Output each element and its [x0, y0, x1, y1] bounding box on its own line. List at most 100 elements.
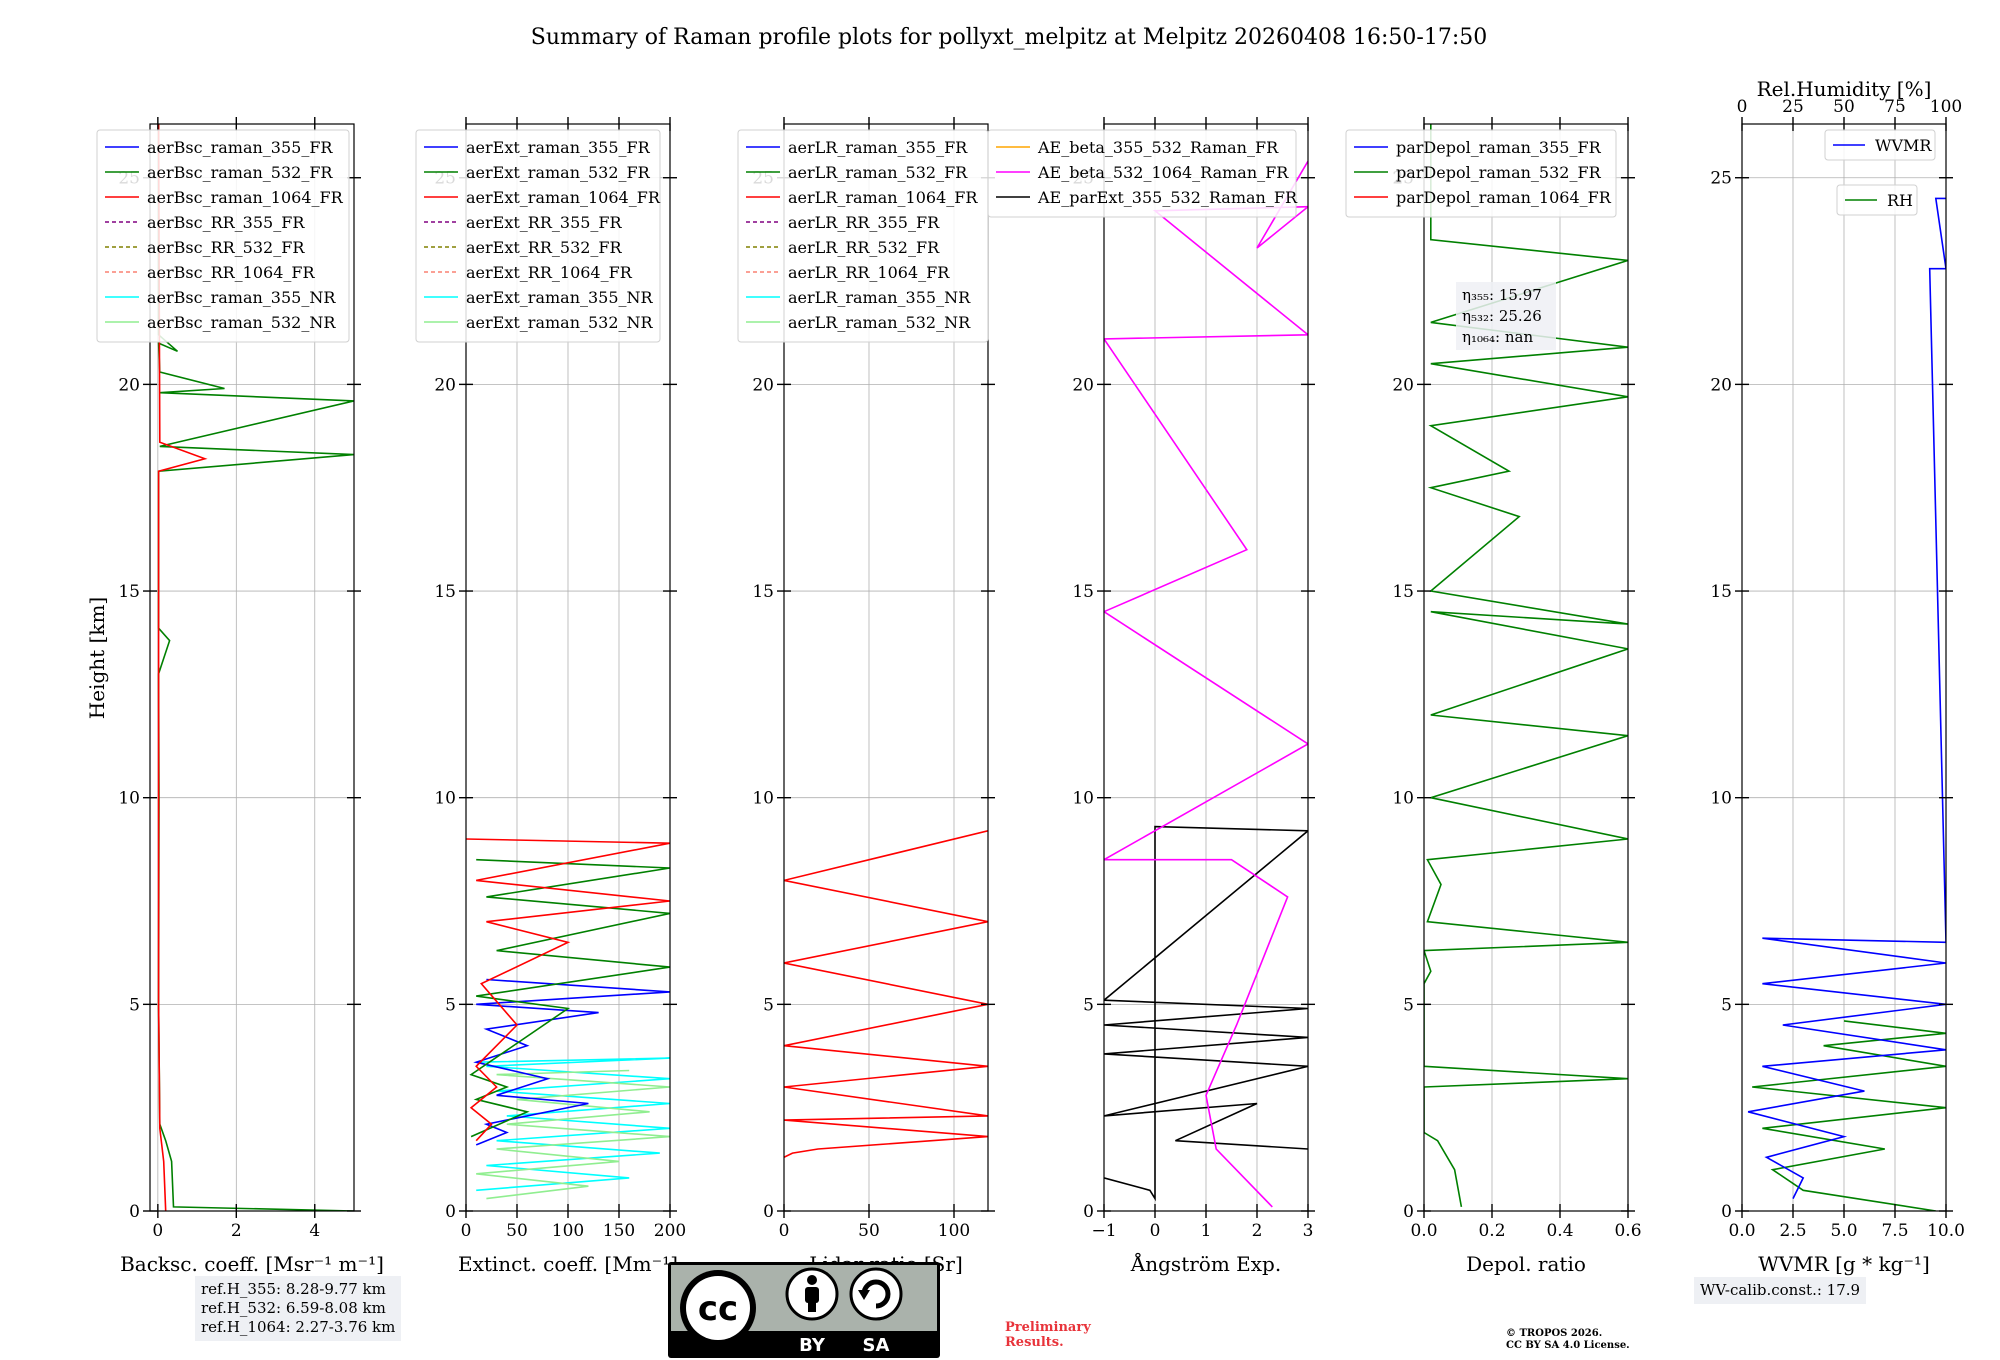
series-group: [1747, 197, 1946, 1211]
sa-label: SA: [863, 1335, 890, 1356]
plot-frame: [149, 123, 355, 1212]
panel-ext: 0510152025050100150200Extinct. coeff. [M…: [415, 117, 686, 1276]
legend-label-aerBsc_raman_532_NR: aerBsc_raman_532_NR: [147, 313, 336, 332]
x-axis-label: Depol. ratio: [1466, 1252, 1586, 1276]
x-tick-label: 0.2: [1478, 1221, 1505, 1241]
x-axis-label: Extinct. coeff. [Mm⁻¹]: [458, 1252, 678, 1276]
eta-annotation: η₅₃₂: 25.26: [1462, 307, 1542, 325]
legend-box: [96, 129, 350, 343]
x-tick-label: 50: [506, 1221, 528, 1241]
y-tick-label: 20: [752, 375, 774, 395]
y-tick-label: 20: [1710, 375, 1732, 395]
legend-box: [987, 129, 1297, 218]
by-label: BY: [799, 1335, 826, 1356]
x-tick-label: 10.0: [1927, 1221, 1965, 1241]
wv-calibration-constant: WV-calib.const.: 17.9: [1700, 1281, 1861, 1299]
legend-label-aerLR_RR_355_FR: aerLR_RR_355_FR: [788, 213, 940, 232]
panel-wv: 0 5 10 15 20 25 0.0 2.5 5.0 7.5 10.0 WVMR [g * kg⁻¹…: [1710, 77, 1965, 1276]
x-tick-label: 100: [552, 1221, 584, 1241]
legend-label-AE_beta_355_532_Raman_FR: AE_beta_355_532_Raman_FR: [1037, 138, 1279, 157]
y-tick-label: 10: [1072, 789, 1094, 809]
legend-label-aerLR_RR_532_FR: aerLR_RR_532_FR: [788, 238, 940, 257]
ref-height-355: ref.H_355: 8.28-9.77 km: [201, 1280, 386, 1298]
legend-label-aerBsc_raman_355_FR: aerBsc_raman_355_FR: [147, 138, 333, 157]
series-line-parDepol_raman_532_FR: [1424, 124, 1628, 1208]
x-axis-label: Ångström Exp.: [1130, 1251, 1281, 1276]
by-person-icon: [785, 1267, 839, 1321]
preliminary-results-note: Preliminary Results.: [1005, 1320, 1091, 1350]
sa-share-alike-icon: [849, 1267, 903, 1321]
x-tick-label: 50: [858, 1221, 880, 1241]
x-axis-label: WVMR [g * kg⁻¹]: [1758, 1252, 1930, 1276]
series-line-aerBsc_raman_1064_FR: [157, 124, 208, 1211]
x-tick-label: 1: [1201, 1221, 1212, 1241]
legend-label-AE_parExt_355_532_Raman_FR: AE_parExt_355_532_Raman_FR: [1037, 188, 1298, 207]
legend-label-aerLR_raman_532_FR: aerLR_raman_532_FR: [788, 163, 968, 182]
series-line-aerExt_raman_1064_FR: [466, 838, 670, 1142]
y-tick-label: 0: [763, 1202, 774, 1222]
top-x-tick-label: 75: [1884, 97, 1906, 117]
top-x-tick-label: 100: [1930, 97, 1962, 117]
y-tick-label: 10: [118, 789, 140, 809]
y-tick-label: 10: [1710, 789, 1732, 809]
y-tick-label: 5: [1083, 995, 1094, 1015]
series-line-AE_parExt_355_532_Raman_FR: [1104, 825, 1308, 1202]
x-tick-label: 0: [152, 1221, 163, 1241]
y-tick-label: 20: [1392, 375, 1414, 395]
legend-label-aerBsc_RR_532_FR: aerBsc_RR_532_FR: [147, 238, 305, 257]
x-tick-label: 0: [461, 1221, 472, 1241]
ref-height-1064: ref.H_1064: 2.27-3.76 km: [201, 1318, 396, 1336]
legend-box: [1345, 129, 1617, 218]
wv-calibration-box: WV-calib.const.: 17.9: [1694, 1277, 1867, 1304]
y-tick-label: 0: [129, 1202, 140, 1222]
legend-label-aerExt_raman_355_NR: aerExt_raman_355_NR: [466, 288, 654, 307]
x-tick-label: 0: [1150, 1221, 1161, 1241]
legend-label-aerLR_raman_532_NR: aerLR_raman_532_NR: [788, 313, 971, 332]
top-x-tick-label: 25: [1782, 97, 1804, 117]
legend-label-aerBsc_RR_1064_FR: aerBsc_RR_1064_FR: [147, 263, 316, 282]
legend-box: [737, 129, 989, 343]
legend-label-aerExt_raman_532_FR: aerExt_raman_532_FR: [466, 163, 651, 182]
series-group: [157, 124, 354, 1211]
y-tick-label: 10: [1392, 789, 1414, 809]
top-x-tick-label: 0: [1737, 97, 1748, 117]
y-tick-label: 5: [763, 995, 774, 1015]
plot-frame: [1423, 123, 1629, 1212]
series-group: [466, 838, 670, 1200]
y-tick-label: 5: [129, 995, 140, 1015]
series-line-aerLR_raman_1064_FR: [784, 830, 988, 1159]
legend-label-aerExt_RR_532_FR: aerExt_RR_532_FR: [466, 238, 623, 257]
legend-label-RH: RH: [1887, 191, 1913, 210]
panel-bsc: 0510152025024Backsc. coeff. [Msr⁻¹ m⁻¹]a…: [96, 117, 384, 1276]
y-tick-label: 15: [752, 582, 774, 602]
x-tick-label: 0.0: [1728, 1221, 1755, 1241]
y-tick-label: 5: [445, 995, 456, 1015]
y-tick-label: 10: [752, 789, 774, 809]
y-tick-label: 10: [434, 789, 456, 809]
legend-label-parDepol_raman_355_FR: parDepol_raman_355_FR: [1396, 138, 1602, 157]
legend-label-aerBsc_raman_355_NR: aerBsc_raman_355_NR: [147, 288, 336, 307]
x-tick-label: 3: [1303, 1221, 1314, 1241]
legend-label-parDepol_raman_1064_FR: parDepol_raman_1064_FR: [1396, 188, 1612, 207]
legend-box: [415, 129, 661, 343]
copyright-line-1: © TROPOS 2026.: [1506, 1328, 1603, 1339]
y-tick-label: 20: [118, 375, 140, 395]
x-tick-label: 100: [938, 1221, 970, 1241]
y-tick-label: 5: [1721, 995, 1732, 1015]
x-axis-label: Backsc. coeff. [Msr⁻¹ m⁻¹]: [120, 1252, 384, 1276]
panel-lr: 0510152025050100Lidar ratio [Sr]aerLR_ra…: [737, 117, 995, 1276]
legend-label-aerBsc_raman_532_FR: aerBsc_raman_532_FR: [147, 163, 333, 182]
legend-label-aerLR_raman_355_FR: aerLR_raman_355_FR: [788, 138, 968, 157]
reference-heights-box: ref.H_355: 8.28-9.77 km ref.H_532: 6.59-…: [195, 1276, 402, 1341]
figure-title: Summary of Raman profile plots for polly…: [531, 25, 1488, 50]
eta-annotation: η₃₅₅: 15.97: [1462, 286, 1542, 304]
legend-label-aerExt_raman_532_NR: aerExt_raman_532_NR: [466, 313, 654, 332]
x-tick-label: 4: [309, 1221, 320, 1241]
y-tick-label: 0: [1083, 1202, 1094, 1222]
legend-box: [1824, 129, 1936, 161]
plot-frame: [783, 123, 989, 1212]
legend-label-parDepol_raman_532_FR: parDepol_raman_532_FR: [1396, 163, 1602, 182]
